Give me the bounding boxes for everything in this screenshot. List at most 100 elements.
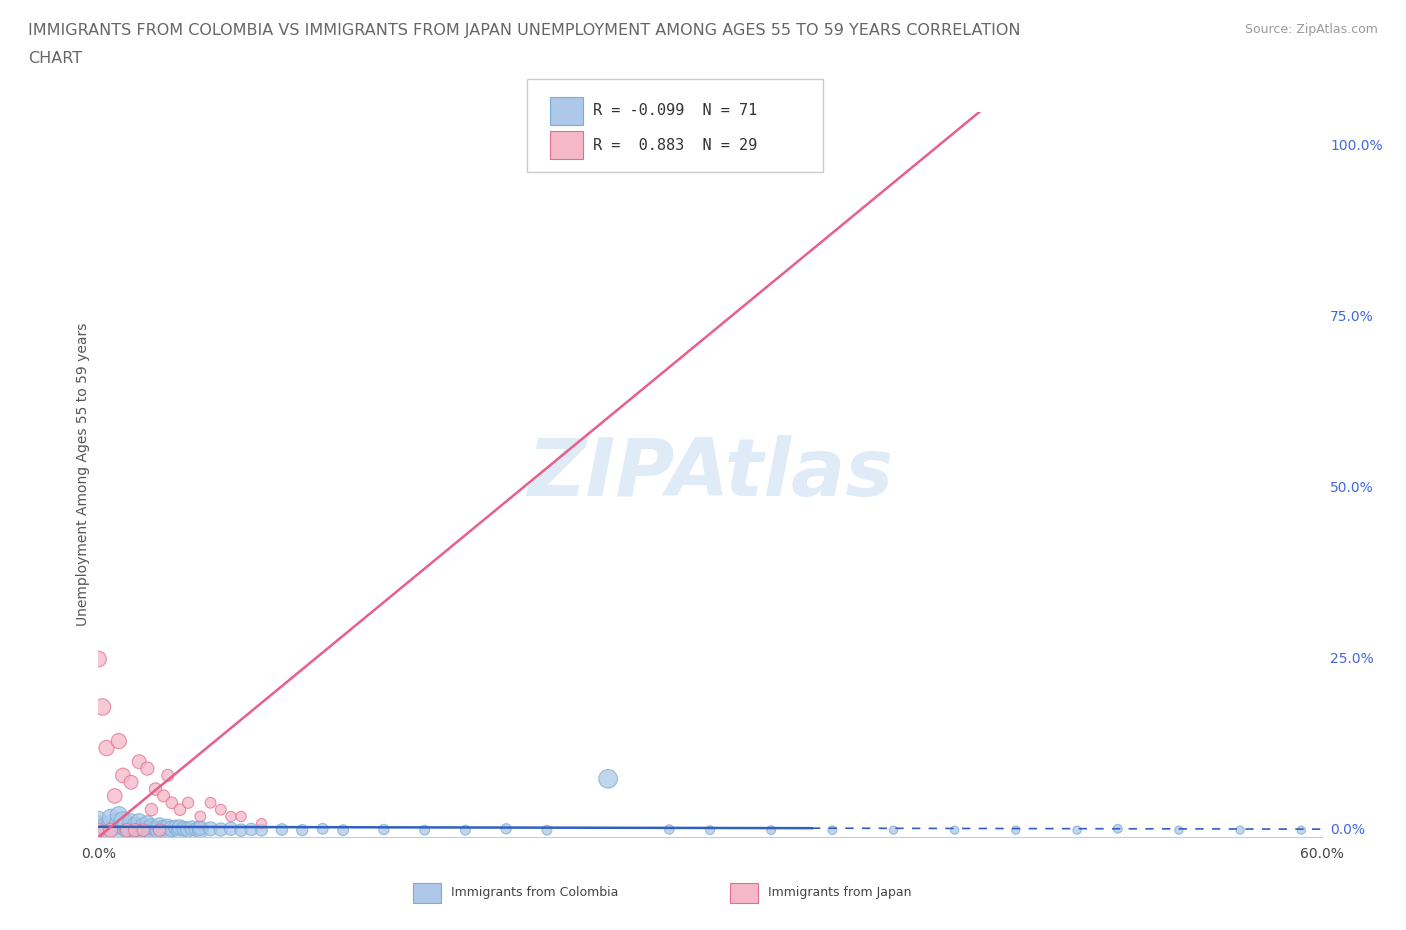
Point [188, 809, 212, 824]
Text: Source: ZipAtlas.com: Source: ZipAtlas.com [1244, 23, 1378, 36]
Point [111, 768, 134, 783]
Point [128, 820, 150, 835]
Point [219, 821, 242, 836]
Point [152, 820, 174, 835]
Point [87, 817, 110, 832]
Point [291, 823, 314, 838]
Text: 0.0%: 0.0% [1330, 823, 1365, 837]
Point [91, 699, 114, 714]
Point [169, 820, 191, 835]
Point [200, 795, 222, 810]
Point [100, 810, 122, 825]
Point [124, 823, 146, 838]
Point [111, 813, 134, 828]
Point [1229, 823, 1251, 838]
Point [169, 823, 191, 838]
Point [136, 816, 159, 830]
Point [132, 823, 155, 838]
Point [1107, 821, 1129, 836]
Point [188, 823, 212, 838]
Point [111, 819, 134, 834]
Point [115, 823, 138, 838]
Point [495, 821, 517, 836]
Point [115, 817, 138, 832]
Text: 25.0%: 25.0% [1330, 652, 1374, 666]
Point [115, 823, 138, 838]
Point [821, 823, 844, 838]
Text: IMMIGRANTS FROM COLOMBIA VS IMMIGRANTS FROM JAPAN UNEMPLOYMENT AMONG AGES 55 TO : IMMIGRANTS FROM COLOMBIA VS IMMIGRANTS F… [28, 23, 1021, 38]
Point [132, 823, 155, 838]
Point [87, 823, 110, 838]
Point [173, 821, 195, 836]
Point [1066, 823, 1088, 838]
Point [141, 823, 163, 838]
Point [152, 789, 174, 804]
Text: CHART: CHART [28, 51, 82, 66]
Point [136, 761, 159, 776]
Point [209, 803, 232, 817]
Point [1291, 823, 1313, 838]
Point [658, 822, 681, 837]
Point [883, 823, 905, 838]
Point [181, 820, 204, 835]
Point [120, 815, 142, 830]
Point [100, 823, 122, 838]
Text: R = -0.099  N = 71: R = -0.099 N = 71 [593, 103, 758, 118]
Text: Immigrants from Colombia: Immigrants from Colombia [451, 886, 619, 899]
Point [120, 820, 142, 835]
Point [96, 823, 118, 838]
Point [128, 754, 150, 769]
Point [149, 823, 172, 838]
Point [1167, 823, 1189, 838]
Point [186, 822, 208, 837]
Text: ZIPAtlas: ZIPAtlas [527, 435, 893, 513]
Point [598, 771, 620, 786]
Point [100, 817, 122, 832]
Point [124, 823, 146, 838]
Point [91, 819, 114, 834]
Text: 75.0%: 75.0% [1330, 310, 1374, 324]
Point [169, 803, 191, 817]
Point [761, 823, 783, 838]
Text: Immigrants from Japan: Immigrants from Japan [768, 886, 911, 899]
Point [188, 820, 212, 835]
Point [149, 818, 172, 833]
Point [128, 815, 150, 830]
Point [87, 823, 110, 838]
Point [149, 823, 172, 838]
Point [373, 822, 395, 837]
Point [141, 803, 163, 817]
Text: 50.0%: 50.0% [1330, 481, 1374, 495]
Point [413, 823, 436, 838]
Point [332, 823, 354, 838]
Point [108, 816, 131, 830]
Point [1004, 823, 1026, 838]
Point [120, 775, 142, 790]
Point [231, 823, 253, 838]
Point [699, 823, 721, 838]
Point [240, 822, 263, 837]
Point [124, 817, 146, 832]
Point [104, 789, 127, 804]
Point [219, 809, 242, 824]
Point [108, 807, 131, 822]
Point [454, 823, 477, 838]
Point [145, 781, 167, 796]
Point [108, 823, 131, 838]
Point [108, 734, 131, 749]
Text: R =  0.883  N = 29: R = 0.883 N = 29 [593, 138, 758, 153]
Point [209, 822, 232, 837]
Point [165, 820, 187, 835]
Point [104, 820, 127, 835]
Point [536, 823, 558, 838]
Point [87, 652, 110, 667]
Point [156, 823, 179, 838]
Y-axis label: Unemployment Among Ages 55 to 59 years: Unemployment Among Ages 55 to 59 years [76, 323, 90, 626]
Point [132, 818, 155, 833]
Point [943, 823, 966, 838]
Point [156, 819, 179, 834]
Point [250, 816, 273, 830]
Point [177, 822, 200, 837]
Point [801, 139, 824, 153]
Point [136, 821, 159, 836]
